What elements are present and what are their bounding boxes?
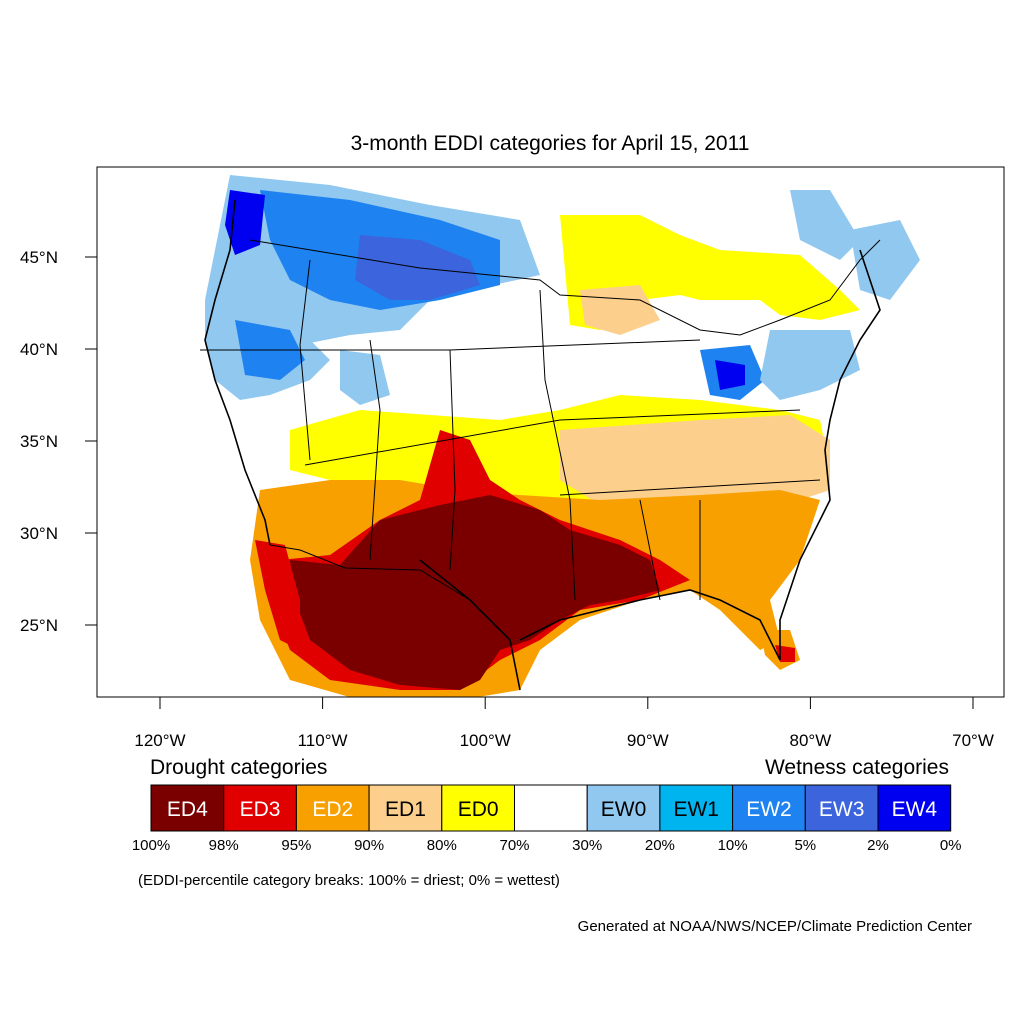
category-fields (205, 175, 920, 697)
state-line-7 (559, 479, 821, 496)
dry-field-baja (255, 540, 300, 650)
wet-field-quebec (790, 190, 860, 260)
boundaries (200, 199, 881, 691)
lon-label-4: 80°W (790, 731, 832, 750)
west-coast (204, 199, 271, 546)
dry-field-south-extreme (290, 495, 660, 690)
lon-label-2: 100°W (460, 731, 511, 750)
map-title: 3-month EDDI categories for April 15, 20… (350, 132, 750, 155)
state-line-1 (299, 259, 311, 461)
longitude-axis: 120°W 110°W 100°W 90°W 80°W 70°W (134, 697, 994, 750)
lat-label-1: 40°N (20, 340, 58, 359)
wet-field-utah-north (340, 350, 390, 405)
us-canada-border (249, 239, 881, 336)
state-line-5 (304, 409, 801, 466)
credit-line: Generated at NOAA/NWS/NCEP/Climate Predi… (577, 918, 972, 935)
lon-label-5: 70°W (952, 731, 994, 750)
lon-label-0: 120°W (134, 731, 185, 750)
wetness-heading: Wetness categories (764, 756, 949, 779)
state-line-8 (639, 499, 661, 601)
wet-field-northeast (760, 330, 860, 400)
mexico-border (269, 544, 471, 601)
wet-field-newengland (850, 220, 920, 300)
lat-label-0: 45°N (20, 248, 58, 267)
lat-label-2: 35°N (20, 432, 58, 451)
latitude-axis: 45°N 40°N 35°N 30°N 25°N (20, 248, 97, 635)
east-coast (779, 249, 881, 660)
state-line-2 (369, 339, 381, 561)
map-frame (96, 166, 1005, 698)
state-line-3 (449, 349, 456, 571)
state-line-6 (200, 339, 701, 351)
lat-label-3: 30°N (20, 524, 58, 543)
lat-label-4: 25°N (20, 616, 58, 635)
dry-field-southeast-tan (560, 415, 830, 505)
category-note: (EDDI-percentile category breaks: 100% =… (138, 872, 560, 889)
drought-heading: Drought categories (150, 756, 328, 779)
state-line-4 (539, 289, 576, 601)
lon-label-3: 90°W (627, 731, 669, 750)
gulf-coast (419, 559, 781, 691)
wet-field-ohio (715, 360, 745, 390)
lon-label-1: 110°W (298, 731, 348, 750)
